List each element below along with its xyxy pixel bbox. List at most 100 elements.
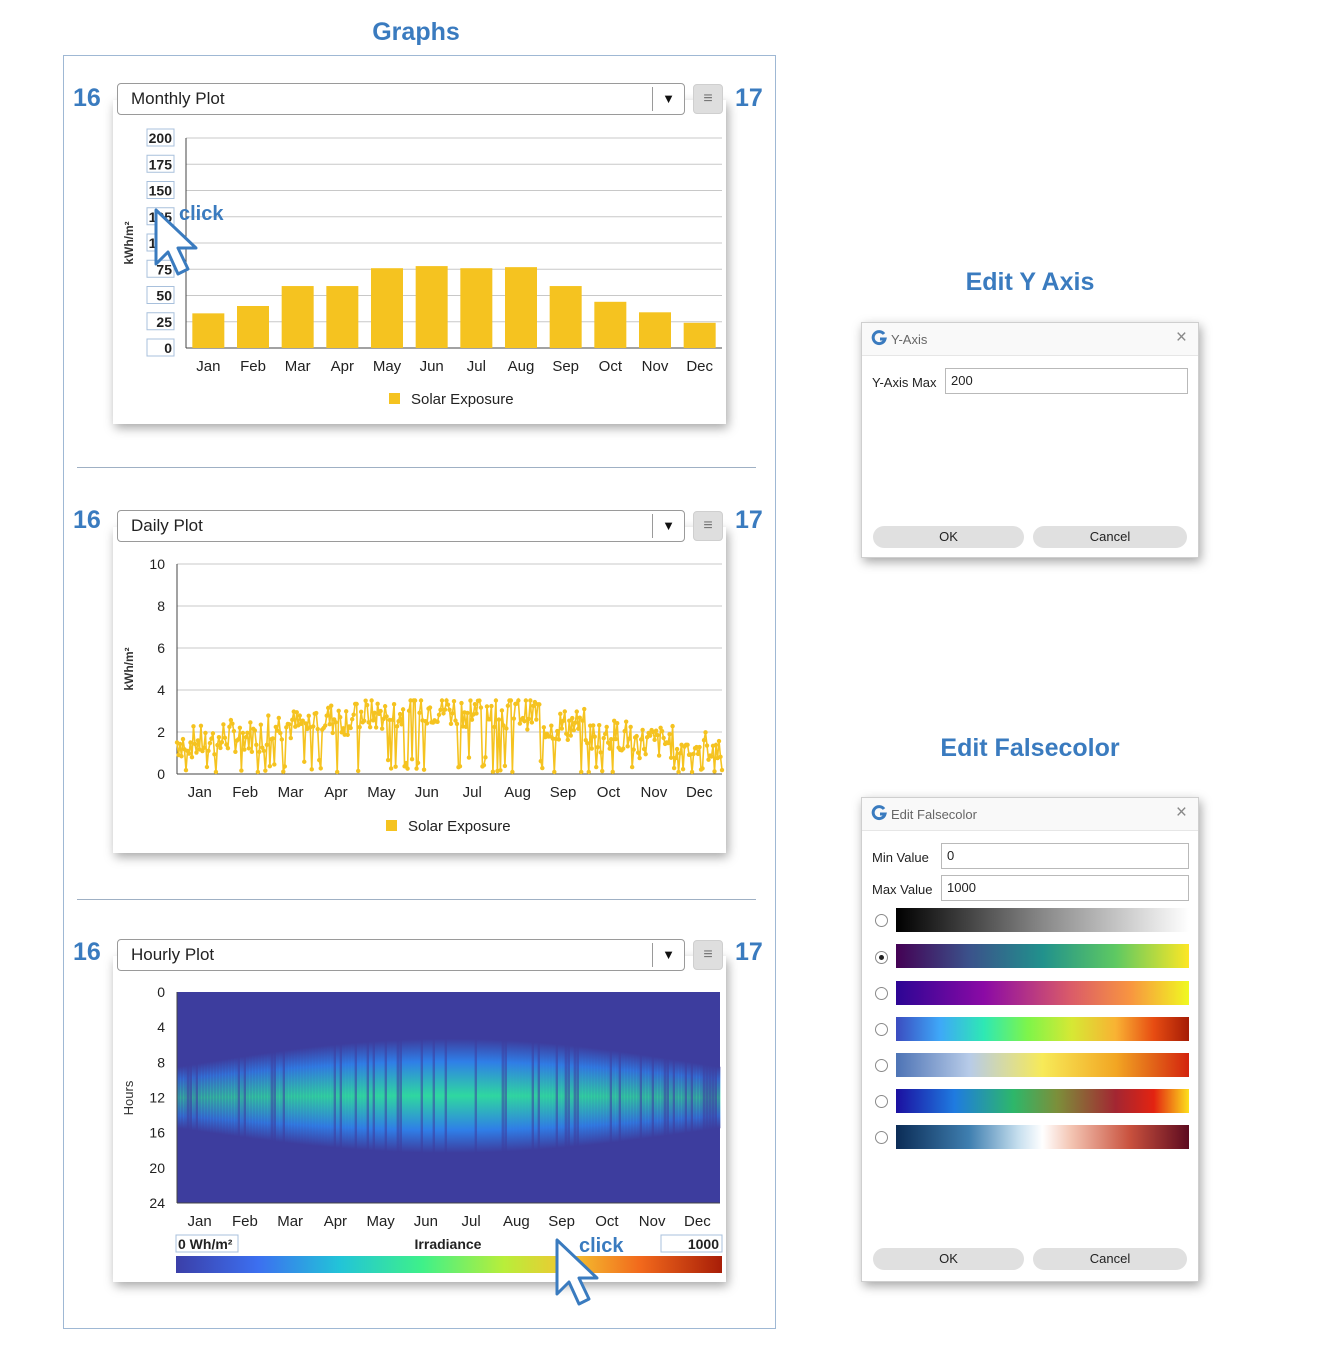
chart-menu-button[interactable]: ≡ bbox=[693, 511, 723, 541]
daily-chart: 0 2 4 6 8 10 kWh/m² Jan Feb Mar Apr May Jun Jul Aug Sep… bbox=[122, 556, 725, 835]
heatmap-cell bbox=[225, 1058, 229, 1136]
triangle-down-icon[interactable]: ▼ bbox=[652, 514, 684, 538]
y-tick-box bbox=[146, 338, 175, 357]
data-point bbox=[210, 731, 216, 736]
bar bbox=[237, 306, 269, 348]
ok-button[interactable]: OK bbox=[873, 1248, 1024, 1270]
heatmap-cell bbox=[663, 1058, 667, 1136]
colormap-radio-diverging[interactable] bbox=[875, 1131, 888, 1144]
colormap-blue-yellow-red[interactable] bbox=[896, 1053, 1189, 1077]
heatmap-cell bbox=[330, 1044, 334, 1148]
colormap-radio-plasma[interactable] bbox=[875, 987, 888, 1000]
plot-type-label: Daily Plot bbox=[131, 516, 203, 535]
data-point bbox=[659, 729, 665, 734]
data-point bbox=[309, 767, 314, 772]
colormap-turbo[interactable] bbox=[896, 1017, 1189, 1041]
data-point bbox=[394, 724, 400, 729]
colormap-rainbow[interactable] bbox=[896, 1089, 1189, 1113]
heatmap-cell bbox=[213, 1060, 217, 1134]
min-value-input[interactable]: 0 bbox=[941, 843, 1189, 869]
data-point bbox=[287, 722, 292, 727]
data-point bbox=[638, 737, 644, 742]
heatmap-cell bbox=[711, 1065, 715, 1130]
data-point bbox=[361, 718, 367, 723]
colormap-viridis[interactable] bbox=[896, 944, 1189, 968]
heatmap-cell bbox=[270, 1052, 274, 1141]
heatmap-cell bbox=[279, 1050, 283, 1143]
data-point bbox=[381, 716, 386, 722]
heatmap-cell bbox=[192, 1064, 196, 1131]
data-point bbox=[607, 746, 612, 751]
data-point bbox=[406, 708, 412, 713]
data-point bbox=[204, 764, 210, 770]
data-point bbox=[613, 736, 618, 742]
colormap-radio-blue-yellow-red[interactable] bbox=[875, 1059, 888, 1072]
y-axis-max-label: Y-Axis Max bbox=[872, 375, 937, 390]
cancel-button[interactable]: Cancel bbox=[1033, 1248, 1187, 1270]
max-value-input[interactable]: 1000 bbox=[941, 875, 1189, 901]
colormap-plasma[interactable] bbox=[896, 981, 1189, 1005]
data-point bbox=[390, 717, 395, 723]
y-axis-max-input[interactable]: 200 bbox=[945, 368, 1188, 394]
data-point bbox=[606, 740, 611, 745]
close-icon[interactable]: × bbox=[1175, 802, 1187, 823]
data-point bbox=[565, 737, 570, 743]
heatmap-cell bbox=[501, 1039, 505, 1152]
heatmap-cell bbox=[675, 1059, 679, 1135]
y-tick-label: 150 bbox=[149, 183, 173, 199]
data-point bbox=[477, 698, 482, 703]
chart-menu-button[interactable]: ≡ bbox=[693, 84, 723, 114]
ok-button[interactable]: OK bbox=[873, 526, 1024, 548]
colormap-diverging[interactable] bbox=[896, 1125, 1189, 1149]
click-label: click bbox=[579, 1235, 624, 1257]
data-point bbox=[314, 710, 319, 716]
y-tick-label: 4 bbox=[157, 1019, 165, 1035]
close-icon[interactable]: × bbox=[1175, 327, 1187, 348]
monthly-chart-card bbox=[113, 100, 726, 424]
data-point bbox=[534, 717, 539, 722]
x-tick-label: Mar bbox=[277, 1213, 303, 1230]
data-point bbox=[531, 703, 536, 709]
data-point bbox=[540, 765, 545, 771]
x-tick-label: Jul bbox=[467, 358, 486, 375]
heatmap-cell bbox=[639, 1054, 643, 1140]
heatmap-cell bbox=[564, 1044, 568, 1148]
heatmap-cell bbox=[342, 1043, 346, 1149]
triangle-down-icon[interactable]: ▼ bbox=[652, 943, 684, 967]
colormap-grayscale[interactable] bbox=[896, 908, 1189, 932]
heatmap-cell bbox=[255, 1054, 259, 1140]
heatmap-cell bbox=[357, 1042, 361, 1150]
data-point bbox=[673, 755, 678, 761]
data-point bbox=[614, 721, 620, 726]
cancel-button[interactable]: Cancel bbox=[1033, 526, 1187, 548]
data-point bbox=[279, 737, 285, 742]
data-point bbox=[183, 768, 189, 773]
plot-type-select[interactable]: Daily Plot ▼ bbox=[117, 510, 685, 542]
data-point bbox=[526, 716, 532, 722]
data-point bbox=[249, 749, 255, 754]
plot-type-select[interactable]: Monthly Plot ▼ bbox=[117, 83, 685, 115]
heatmap-cell bbox=[516, 1040, 520, 1151]
plot-type-select[interactable]: Hourly Plot ▼ bbox=[117, 939, 685, 971]
data-point bbox=[252, 728, 258, 733]
colormap-radio-grayscale[interactable] bbox=[875, 914, 888, 927]
data-point bbox=[230, 721, 235, 726]
legend-swatch bbox=[389, 393, 400, 404]
heatmap-cell bbox=[567, 1045, 571, 1148]
bar bbox=[683, 322, 716, 348]
heatmap-cell bbox=[177, 1066, 181, 1129]
data-point bbox=[219, 740, 225, 745]
colormap-radio-rainbow[interactable] bbox=[875, 1095, 888, 1108]
heatmap-cell bbox=[645, 1055, 649, 1139]
data-point bbox=[562, 709, 567, 714]
data-point bbox=[444, 698, 449, 703]
colormap-radio-viridis[interactable] bbox=[875, 951, 888, 964]
data-point bbox=[340, 726, 346, 731]
colormap-radio-turbo[interactable] bbox=[875, 1023, 888, 1036]
chart-menu-button[interactable]: ≡ bbox=[693, 940, 723, 970]
data-point bbox=[378, 708, 383, 714]
heatmap-cell bbox=[426, 1038, 430, 1153]
heatmap-cell bbox=[186, 1065, 190, 1130]
callout-16: 16 bbox=[73, 84, 101, 112]
triangle-down-icon[interactable]: ▼ bbox=[652, 87, 684, 111]
